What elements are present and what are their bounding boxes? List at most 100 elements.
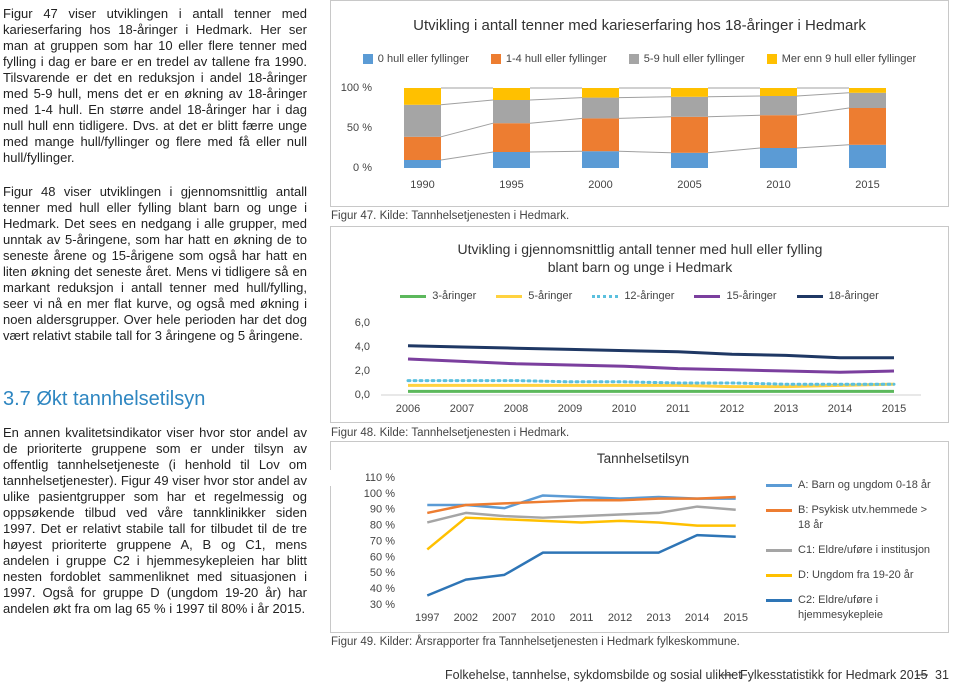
bar-segment: [404, 136, 441, 160]
legend-marker: [796, 294, 823, 298]
clip-mask: [330, 470, 366, 486]
legend-item: B: Psykisk utv.hemmede > 18 år: [766, 503, 941, 533]
y-tick-label: 0 %: [353, 162, 372, 174]
bar-segment: [849, 88, 886, 93]
bar-segment: [671, 88, 708, 97]
legend-item: C1: Eldre/uføre i institusjon: [766, 543, 941, 558]
bar-segment: [493, 100, 530, 124]
y-tick-label: 80 %: [370, 520, 395, 532]
bar-segment: [671, 116, 708, 153]
bar-segment: [849, 144, 886, 168]
x-tick-label: 2015: [855, 179, 879, 191]
legend-label: C2: Eldre/uføre i hjemmesykepleie: [798, 594, 883, 621]
legend-marker: [496, 294, 523, 298]
legend-item: D: Ungdom fra 19-20 år: [766, 568, 941, 583]
legend-item: 12-åringer: [592, 290, 674, 302]
legend-label: B: Psykisk utv.hemmede > 18 år: [798, 504, 928, 531]
x-tick-label: 2010: [531, 612, 555, 624]
bar-segment: [849, 92, 886, 108]
legend-item: C2: Eldre/uføre i hjemmesykepleie: [766, 593, 941, 623]
series-line: [440, 99, 494, 106]
x-tick-label: 2011: [570, 612, 594, 624]
y-tick-label: 6,0: [355, 317, 370, 329]
x-tick-label: 2000: [588, 179, 612, 191]
legend-marker: [362, 54, 373, 64]
x-tick-label: 2012: [720, 403, 744, 415]
series-line: [707, 147, 761, 154]
legend-marker: [766, 54, 777, 64]
legend-label: C1: Eldre/uføre i institusjon: [798, 544, 931, 556]
y-tick-label: 0,0: [355, 389, 370, 401]
line-series: [426, 516, 736, 551]
paragraph: En annen kvalitetsindikator viser hvor s…: [3, 425, 307, 616]
x-tick-label: 1990: [410, 179, 434, 191]
line-series: [426, 533, 736, 597]
bar-segment: [760, 96, 797, 116]
footer-title: Folkehelse, tannhelse, sykdomsbilde og s…: [445, 668, 742, 682]
figure-caption: Figur 48. Kilde: Tannhelsetjenesten i He…: [331, 427, 570, 439]
x-tick-label: 2015: [723, 612, 747, 624]
y-tick-label: 50 %: [370, 567, 395, 579]
line-series: [407, 357, 895, 374]
y-tick-label: 90 %: [370, 504, 395, 516]
x-tick-label: 2014: [828, 403, 852, 415]
x-tick-label: 2012: [608, 612, 632, 624]
x-tick-label: 2010: [612, 403, 636, 415]
bar-segment: [671, 96, 708, 117]
x-tick-label: 2005: [677, 179, 701, 191]
legend-label: Mer enn 9 hull eller fyllinger: [781, 53, 917, 65]
line-series: [408, 382, 895, 389]
legend-item: 5-åringer: [496, 290, 572, 302]
line-series: [427, 494, 736, 510]
y-tick-label: 100 %: [364, 488, 395, 500]
legend-label: D: Ungdom fra 19-20 år: [798, 569, 914, 581]
y-tick-label: 110 %: [365, 472, 396, 484]
x-tick-label: 1997: [415, 612, 439, 624]
legend-item: 0 hull eller fyllinger: [362, 53, 469, 65]
x-tick-label: 2011: [666, 403, 690, 415]
legend-marker: [592, 294, 619, 298]
footer-publication: Fylkesstatistikk for Hedmark 2015: [740, 668, 928, 682]
paragraph: Figur 47 viser utviklingen i antall tenn…: [3, 6, 307, 165]
legend-label: 5-åringer: [528, 290, 573, 302]
paragraph: Figur 48 viser utviklingen i gjennomsnit…: [3, 184, 307, 343]
legend-label: 15-åringer: [726, 290, 777, 302]
series-line: [529, 150, 583, 153]
line-series: [407, 344, 894, 360]
series-line: [796, 107, 850, 116]
figure-caption: Figur 47. Kilde: Tannhelsetjenesten i He…: [331, 210, 570, 222]
page-number: 31: [935, 668, 949, 682]
chart-title: Tannhelsetilsyn: [596, 451, 690, 466]
x-tick-label: 2013: [774, 403, 798, 415]
figure-frame: [330, 441, 949, 633]
chart-title: Utvikling i antall tenner med karieserfa…: [413, 17, 866, 34]
legend-item: 15-åringer: [694, 290, 777, 302]
legend-label: 5-9 hull eller fyllinger: [643, 53, 745, 65]
section-heading: 3.7 Økt tannhelsetilsyn: [3, 388, 206, 410]
series-line: [618, 150, 672, 154]
x-tick-label: 2015: [882, 403, 906, 415]
series-line: [796, 144, 850, 149]
legend-item: 18-åringer: [796, 290, 879, 302]
y-tick-label: 4,0: [355, 341, 370, 353]
bar-segment: [760, 88, 797, 96]
legend-item: 5-9 hull eller fyllinger: [628, 53, 745, 65]
series-line: [618, 96, 672, 99]
series-line: [529, 97, 583, 101]
legend-label: 12-åringer: [624, 290, 675, 302]
legend-label: 3-åringer: [432, 290, 477, 302]
series-line: [707, 95, 761, 98]
legend-label: 0 hull eller fyllinger: [377, 53, 469, 65]
figure-frame: [330, 226, 949, 423]
legend-item: 3-åringer: [400, 290, 476, 302]
legend-marker: [628, 54, 639, 64]
bar-segment: [493, 88, 530, 100]
line-series: [427, 495, 736, 515]
bar-segment: [760, 148, 797, 168]
legend-marker: [490, 54, 501, 64]
legend-marker: [766, 599, 792, 602]
legend: 3-åringer 5-åringer 12-åringer 15-åringer 18…: [331, 290, 948, 302]
bar-segment: [404, 104, 441, 137]
